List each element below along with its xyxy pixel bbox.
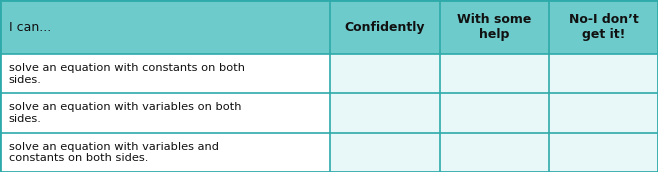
Bar bbox=[330, 0, 440, 54]
Bar bbox=[330, 54, 440, 93]
Bar bbox=[440, 54, 549, 93]
Text: solve an equation with constants on both
sides.: solve an equation with constants on both… bbox=[9, 63, 245, 85]
Bar bbox=[0, 93, 330, 133]
Bar bbox=[549, 133, 658, 172]
Bar bbox=[0, 0, 330, 54]
Text: solve an equation with variables and
constants on both sides.: solve an equation with variables and con… bbox=[9, 142, 218, 163]
Bar bbox=[0, 133, 330, 172]
Bar bbox=[440, 133, 549, 172]
Bar bbox=[330, 93, 440, 133]
Bar bbox=[330, 133, 440, 172]
Text: With some
help: With some help bbox=[457, 13, 532, 41]
Bar bbox=[549, 54, 658, 93]
Text: I can...: I can... bbox=[9, 21, 51, 34]
Bar bbox=[440, 0, 549, 54]
Bar bbox=[0, 54, 330, 93]
Text: solve an equation with variables on both
sides.: solve an equation with variables on both… bbox=[9, 102, 241, 124]
Text: Confidently: Confidently bbox=[345, 21, 425, 34]
Text: No-I don’t
get it!: No-I don’t get it! bbox=[569, 13, 638, 41]
Bar bbox=[549, 0, 658, 54]
Bar bbox=[549, 93, 658, 133]
Bar bbox=[440, 93, 549, 133]
